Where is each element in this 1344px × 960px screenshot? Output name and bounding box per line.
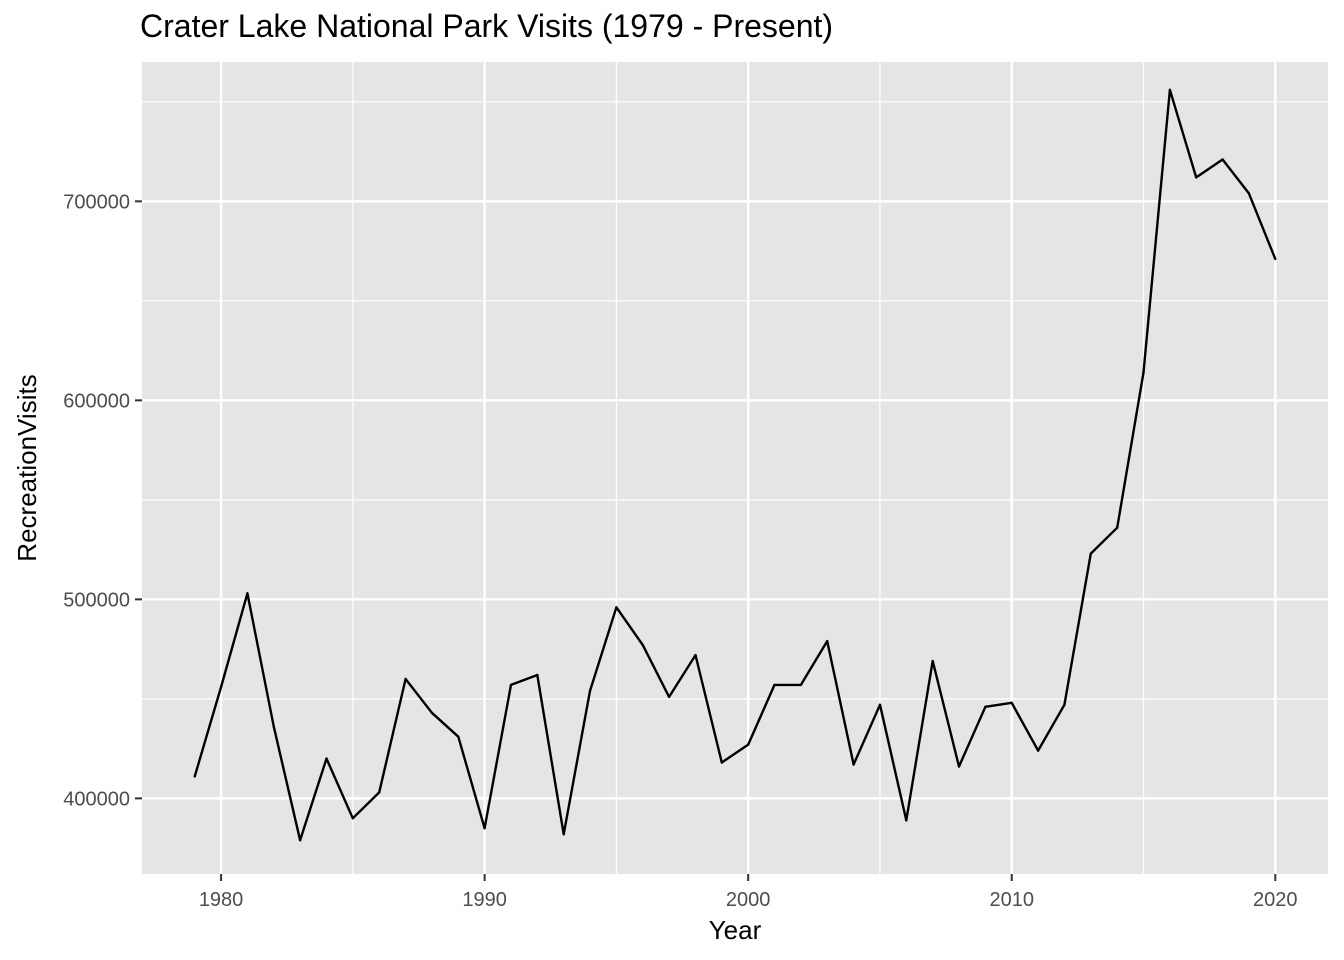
x-tick-label: 1990 — [462, 889, 507, 911]
data-point — [246, 592, 249, 595]
chart-title: Crater Lake National Park Visits (1979 -… — [140, 8, 834, 44]
data-point — [641, 643, 644, 647]
data-point — [984, 705, 987, 709]
data-point — [509, 683, 513, 687]
data-point — [746, 743, 750, 746]
y-tick-label: 400000 — [63, 788, 130, 810]
y-axis: 400000 500000 600000 700000 — [63, 191, 142, 810]
data-point — [404, 677, 407, 681]
data-point — [694, 653, 697, 657]
y-tick-label: 600000 — [63, 390, 130, 412]
data-point — [588, 689, 592, 693]
data-point — [1274, 257, 1277, 261]
x-tick-label: 1980 — [199, 889, 244, 911]
data-point — [562, 832, 565, 836]
series-layer — [193, 88, 1277, 842]
data-point — [430, 711, 434, 714]
data-point — [1221, 158, 1224, 161]
data-point — [193, 775, 196, 778]
data-point — [272, 725, 275, 728]
minor-gridlines — [142, 62, 1328, 874]
y-tick-label: 500000 — [63, 589, 130, 611]
data-point — [1063, 703, 1066, 707]
data-point — [351, 817, 355, 820]
y-tick-label: 700000 — [63, 191, 130, 213]
data-point — [1247, 192, 1251, 195]
x-tick-label: 2000 — [726, 889, 771, 911]
data-point — [483, 827, 486, 830]
data-point — [325, 757, 328, 760]
data-point — [931, 659, 934, 663]
data-point — [957, 765, 961, 768]
x-tick-label: 2020 — [1253, 889, 1298, 911]
data-point — [298, 838, 302, 842]
data-point — [1115, 526, 1119, 529]
plot-panel — [142, 62, 1328, 874]
data-point — [219, 685, 223, 689]
x-axis-title: Year — [709, 915, 762, 945]
data-point — [457, 735, 460, 738]
y-axis-title: RecreationVisits — [12, 374, 42, 561]
series-line — [193, 88, 1277, 842]
data-point — [378, 791, 381, 794]
data-point — [1168, 88, 1172, 92]
x-tick-label: 2010 — [989, 889, 1034, 911]
data-point — [536, 673, 539, 677]
data-point — [615, 606, 618, 609]
data-point — [667, 695, 671, 699]
data-point — [905, 819, 908, 822]
data-point — [878, 703, 882, 707]
x-axis: 1980 1990 2000 2010 2020 — [199, 874, 1298, 911]
data-point — [1142, 371, 1145, 374]
data-point — [720, 761, 724, 764]
data-point — [773, 683, 776, 687]
data-point — [1010, 701, 1013, 705]
data-point — [1089, 552, 1093, 555]
data-point — [826, 639, 829, 643]
major-gridlines — [142, 62, 1328, 874]
data-point — [799, 683, 803, 687]
data-point — [852, 763, 855, 766]
data-point — [1036, 749, 1040, 752]
data-point — [1195, 176, 1198, 179]
